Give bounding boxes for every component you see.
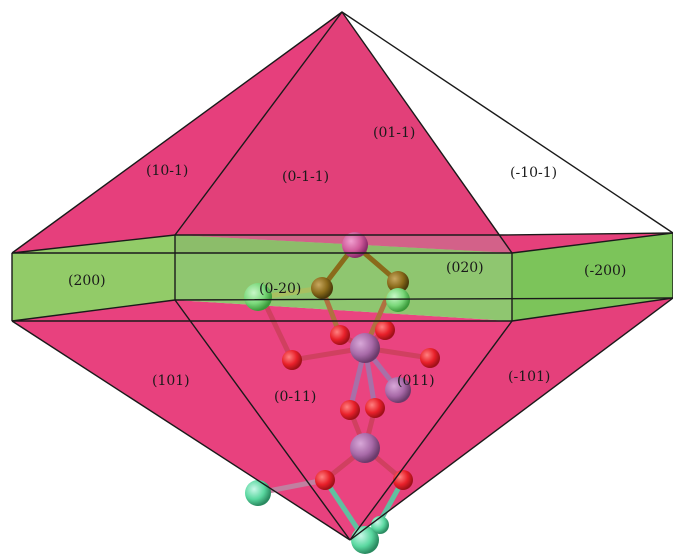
oxygen-atom	[375, 320, 395, 340]
teal-atom	[351, 526, 379, 554]
upper-pyramid	[12, 12, 673, 253]
label-neg200: (-200)	[584, 263, 626, 279]
light-green-atom	[386, 288, 410, 312]
brown-atom	[387, 271, 409, 293]
oxygen-atom	[340, 400, 360, 420]
oxygen-atom	[282, 350, 302, 370]
oxygen-atom	[365, 398, 385, 418]
label-0-1-1: (0-1-1)	[282, 169, 329, 185]
oxygen-atom	[393, 470, 413, 490]
embedded-molecule	[244, 232, 440, 554]
upper-back-face	[175, 12, 500, 235]
label-200: (200)	[68, 273, 106, 289]
label-neg101: (-101)	[508, 369, 550, 385]
label-0-20: (0-20)	[259, 281, 301, 297]
label-020: (020)	[446, 260, 484, 276]
pink-atom	[342, 232, 368, 258]
oxygen-atom	[315, 470, 335, 490]
metal-atom	[350, 433, 380, 463]
facet-labels: (10-1) (0-1-1) (01-1) (-10-1) (200) (0-2…	[68, 125, 626, 405]
brown-atom	[311, 277, 333, 299]
teal-atom	[245, 480, 271, 506]
label-neg10-1: (-10-1)	[510, 165, 557, 181]
metal-atom	[350, 333, 380, 363]
label-0-11: (0-11)	[274, 389, 316, 405]
label-011: (011)	[397, 373, 435, 389]
teal-atom	[371, 516, 389, 534]
label-01-1: (01-1)	[373, 125, 415, 141]
light-green-atom	[244, 283, 272, 311]
label-10-1: (10-1)	[146, 163, 188, 179]
oxygen-atom	[420, 348, 440, 368]
metal-atom	[385, 377, 411, 403]
oxygen-atom	[330, 325, 350, 345]
facet-200-face	[12, 235, 175, 321]
crystal-edges	[11, 11, 673, 541]
label-101: (101)	[152, 373, 190, 389]
lower-left-face	[12, 300, 350, 540]
